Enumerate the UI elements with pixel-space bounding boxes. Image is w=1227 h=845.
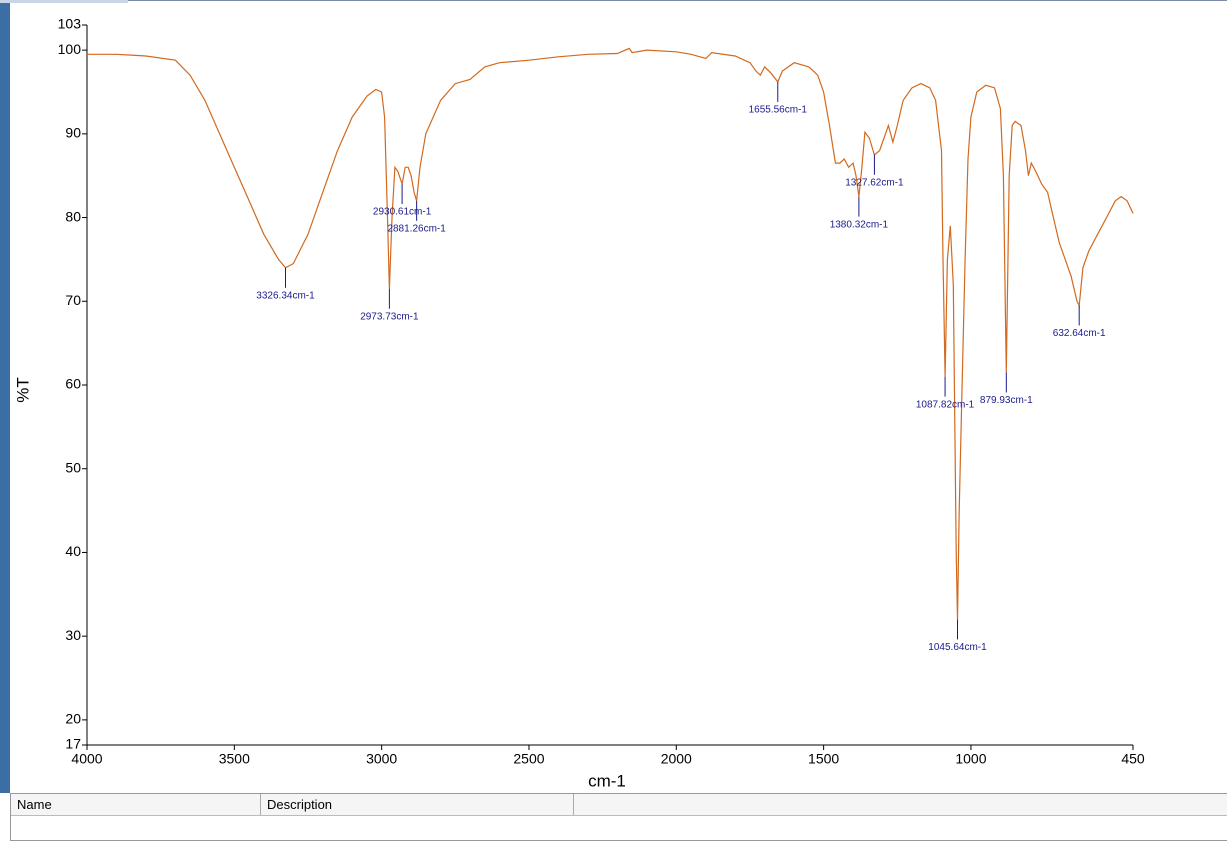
peak-label: 1655.56cm-1	[749, 105, 808, 116]
x-tick-label: 2500	[513, 751, 544, 767]
y-tick-label: 100	[58, 41, 82, 57]
table: Name Description	[10, 793, 1227, 841]
peak-label: 1087.82cm-1	[916, 399, 975, 410]
peak-label: 1045.64cm-1	[928, 642, 987, 653]
peak-label: 2973.73cm-1	[360, 311, 419, 322]
y-tick-label: 20	[65, 711, 81, 727]
y-tick-label: 30	[65, 627, 81, 643]
column-header[interactable]: Name	[11, 794, 261, 815]
spectrum-line	[87, 47, 1134, 620]
x-tick-label: 4000	[71, 751, 102, 767]
chart: cm-1 %T 17 20 30 40 50 60 70 80 90 100 103 4000 3500…	[0, 0, 1227, 793]
peak-label: 1380.32cm-1	[830, 219, 889, 230]
y-tick-label: 60	[65, 376, 81, 392]
side-panel[interactable]	[0, 0, 10, 793]
peak-label: 879.93cm-1	[980, 395, 1033, 406]
x-tick-label: 1000	[955, 751, 986, 767]
x-tick-label: 1500	[808, 751, 839, 767]
x-tick-label: 450	[1121, 751, 1145, 767]
y-tick-label: 70	[65, 292, 81, 308]
x-tick-label: 2000	[661, 751, 692, 767]
x-tick-label: 3000	[366, 751, 397, 767]
y-tick-label: 50	[65, 459, 81, 475]
y-tick-label: 40	[65, 543, 81, 559]
y-tick-label: 103	[58, 16, 82, 32]
y-tick-label: 90	[65, 125, 81, 141]
y-tick-label: 17	[65, 736, 81, 752]
x-axis-label: cm-1	[588, 771, 626, 790]
peak-label: 3326.34cm-1	[256, 290, 315, 301]
peak-label: 2881.26cm-1	[387, 223, 446, 234]
x-tick-label: 3500	[219, 751, 250, 767]
tab[interactable]	[0, 0, 128, 3]
column-header[interactable]: Description	[261, 794, 574, 815]
peak-label: 1327.62cm-1	[845, 177, 904, 188]
table-header: Name Description	[11, 794, 1227, 816]
tab-border	[128, 0, 1227, 1]
peak-label: 2930.61cm-1	[373, 207, 432, 218]
y-tick-label: 80	[65, 208, 81, 224]
y-axis-label: %T	[13, 377, 32, 403]
peak-label: 632.64cm-1	[1053, 328, 1106, 339]
